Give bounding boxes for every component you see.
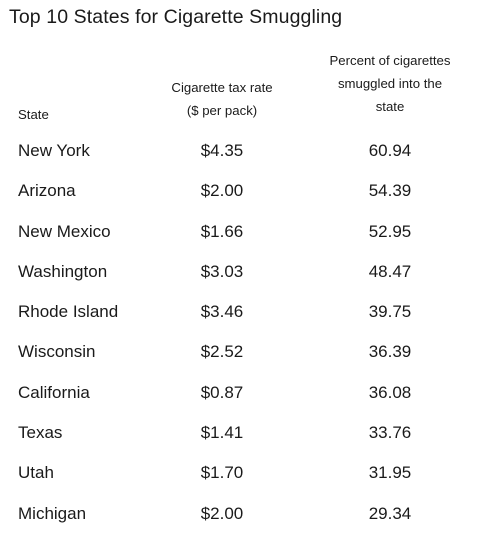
column-header-percent-smuggled-line: Percent of cigarettes xyxy=(329,53,451,68)
cell-state: Utah xyxy=(18,463,54,483)
column-header-tax-rate-line: Cigarette tax rate xyxy=(171,80,273,95)
cell-state: Arizona xyxy=(18,181,76,201)
chart-title: Top 10 States for Cigarette Smuggling xyxy=(9,6,343,28)
cell-percent-smuggled: 52.95 xyxy=(368,221,412,241)
table-row: Texas $1.41 33.76 xyxy=(0,415,480,455)
table-row: Arizona $2.00 54.39 xyxy=(0,173,480,213)
table-row: Michigan $2.00 29.34 xyxy=(0,496,480,536)
cell-state: New York xyxy=(18,141,90,160)
cell-state: Wisconsin xyxy=(18,342,96,362)
cell-percent-smuggled: 39.75 xyxy=(368,302,412,322)
table-row: California $0.87 36.08 xyxy=(0,375,480,415)
cell-tax-rate: $2.00 xyxy=(200,503,244,523)
cell-percent-smuggled: 36.08 xyxy=(368,382,412,402)
cell-state: Texas xyxy=(18,423,63,443)
cell-tax-rate: $1.66 xyxy=(200,221,244,241)
cell-tax-rate: $1.70 xyxy=(200,463,244,483)
column-header-percent-smuggled-line: smuggled into the xyxy=(337,76,443,91)
column-header-tax-rate: Cigarette tax rate ($ per pack) xyxy=(138,76,306,122)
cell-tax-rate: $4.35 xyxy=(200,141,244,160)
cell-state: Washington xyxy=(18,261,108,281)
cell-state: California xyxy=(18,382,90,402)
cell-state: Michigan xyxy=(18,503,87,523)
table-row: New Mexico $1.66 52.95 xyxy=(0,214,480,254)
cell-percent-smuggled: 33.76 xyxy=(368,423,412,443)
cell-tax-rate: $2.00 xyxy=(200,181,244,201)
cell-percent-smuggled: 31.95 xyxy=(368,463,412,483)
cell-state: Rhode Island xyxy=(18,302,119,322)
cell-percent-smuggled: 54.39 xyxy=(368,181,412,201)
table-body: New York $4.35 60.94 Arizona $2.00 54.39 New M… xyxy=(0,133,480,536)
column-header-tax-rate-line: ($ per pack) xyxy=(186,103,258,118)
column-header-percent-smuggled-line: state xyxy=(375,99,405,114)
cell-tax-rate: $2.52 xyxy=(200,342,244,362)
table-row: Washington $3.03 48.47 xyxy=(0,254,480,294)
column-header-state-line: State xyxy=(18,107,49,122)
cell-percent-smuggled: 36.39 xyxy=(368,342,412,362)
column-header-percent-smuggled: Percent of cigarettes smuggled into the … xyxy=(300,49,480,118)
cell-tax-rate: $3.03 xyxy=(200,261,244,281)
column-header-state: State xyxy=(18,103,49,126)
table-row: New York $4.35 60.94 xyxy=(0,133,480,173)
cell-percent-smuggled: 48.47 xyxy=(368,261,412,281)
table-row: Wisconsin $2.52 36.39 xyxy=(0,334,480,374)
cell-state: New Mexico xyxy=(18,221,111,241)
table-row: Utah $1.70 31.95 xyxy=(0,455,480,495)
cell-tax-rate: $0.87 xyxy=(200,382,244,402)
table-row: Rhode Island $3.46 39.75 xyxy=(0,294,480,334)
cell-tax-rate: $3.46 xyxy=(200,302,244,322)
cell-percent-smuggled: 60.94 xyxy=(368,141,412,160)
cell-percent-smuggled: 29.34 xyxy=(368,503,412,523)
cell-tax-rate: $1.41 xyxy=(200,423,244,443)
